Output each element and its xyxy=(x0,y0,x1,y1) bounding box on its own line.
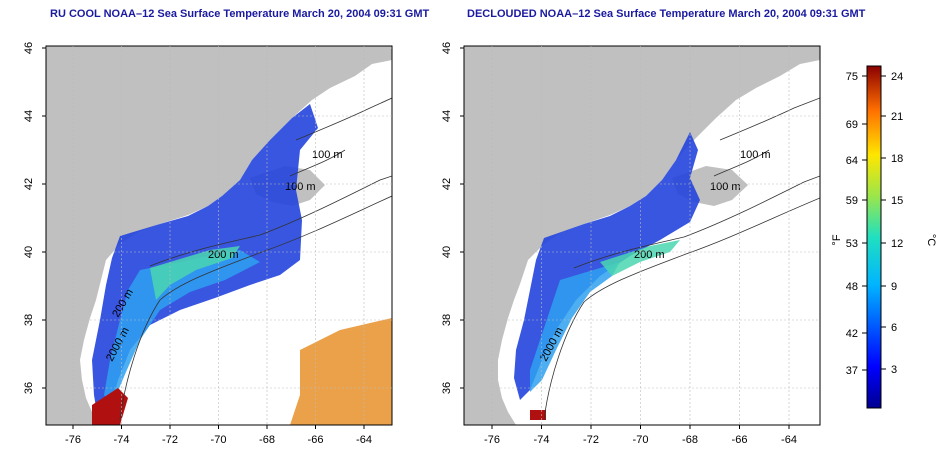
lat-tick-label: 46 xyxy=(23,42,35,54)
c-tick-label: 18 xyxy=(891,153,903,165)
lon-tick-label: -72 xyxy=(162,434,178,446)
c-tick-label: 21 xyxy=(891,111,903,123)
fahrenheit-label: °F xyxy=(831,234,843,245)
lat-tick-label: 44 xyxy=(441,110,453,122)
f-tick-label: 37 xyxy=(846,365,858,377)
lat-tick-label: 42 xyxy=(23,178,35,190)
lon-tick-label: -68 xyxy=(682,434,698,446)
right-map-title: DECLOUDED NOAA–12 Sea Surface Temperatur… xyxy=(467,8,866,20)
depth-label: 100 m xyxy=(312,149,343,161)
depth-label: 100 m xyxy=(740,149,771,161)
lon-tick-label: -68 xyxy=(259,434,275,446)
right-sst-map: 100 m 100 m 200 m 2000 m -76 -74 -72 -70 -68… xyxy=(441,42,821,446)
lon-tick-label: -70 xyxy=(633,434,649,446)
slope-water xyxy=(600,240,680,276)
land xyxy=(46,46,392,425)
f-tick-label: 48 xyxy=(846,281,858,293)
lat-tick-label: 36 xyxy=(23,382,35,394)
lon-tick-label: -64 xyxy=(781,434,797,446)
lat-tick-label: 40 xyxy=(23,246,35,258)
c-tick-label: 9 xyxy=(891,281,897,293)
lon-tick-label: -72 xyxy=(583,434,599,446)
f-tick-label: 42 xyxy=(846,328,858,340)
isobath-contour xyxy=(719,97,820,141)
celsius-label: °C xyxy=(925,234,937,246)
depth-label: 100 m xyxy=(285,181,316,193)
left-sst-map: 100 m 100 m 200 m 2000 m 200 m -76 -74 -72… xyxy=(23,42,393,446)
warm-core xyxy=(92,388,128,425)
warm-core xyxy=(530,410,546,420)
lon-tick-label: -76 xyxy=(65,434,81,446)
f-tick-label: 64 xyxy=(846,155,858,167)
lon-tick-label: -64 xyxy=(356,434,372,446)
isobath-contour xyxy=(543,197,820,421)
colorbar-gradient xyxy=(866,65,882,409)
f-tick-label: 75 xyxy=(846,71,858,83)
lat-tick-label: 46 xyxy=(441,42,453,54)
c-tick-label: 15 xyxy=(891,195,903,207)
depth-label: 200 m xyxy=(634,249,665,261)
left-map-title: RU COOL NOAA–12 Sea Surface Temperature … xyxy=(50,8,430,20)
slope-water xyxy=(150,246,240,300)
f-tick-label: 53 xyxy=(846,238,858,250)
lon-tick-label: -76 xyxy=(484,434,500,446)
lat-tick-label: 38 xyxy=(441,314,453,326)
isobath-contour xyxy=(289,149,346,177)
lat-tick-label: 38 xyxy=(23,314,35,326)
lon-tick-label: -66 xyxy=(308,434,324,446)
map-frame xyxy=(463,45,821,426)
lat-tick-label: 42 xyxy=(441,178,453,190)
shelf-water xyxy=(530,262,620,392)
c-tick-label: 3 xyxy=(891,364,897,376)
lon-tick-label: -74 xyxy=(534,434,550,446)
lat-tick-label: 44 xyxy=(23,110,35,122)
c-tick-label: 12 xyxy=(891,238,903,250)
f-tick-label: 69 xyxy=(846,119,858,131)
lat-tick-label: 36 xyxy=(441,382,453,394)
shelf-water xyxy=(104,250,260,405)
f-tick-label: 59 xyxy=(846,195,858,207)
lon-tick-label: -74 xyxy=(114,434,130,446)
lon-tick-label: -70 xyxy=(211,434,227,446)
land xyxy=(464,46,820,425)
depth-label: 100 m xyxy=(710,181,741,193)
isobath-contour xyxy=(573,175,820,269)
c-tick-label: 24 xyxy=(891,71,903,83)
lat-tick-label: 40 xyxy=(441,246,453,258)
c-tick-label: 6 xyxy=(891,322,897,334)
isobath-contour xyxy=(149,175,392,267)
isobath-contour xyxy=(295,97,392,141)
depth-label: 200 m xyxy=(208,249,239,261)
temperature-colorbar: 75 69 64 59 53 48 42 37 24 21 18 15 12 9 6 3 °F °C xyxy=(831,65,937,409)
isobath-contour xyxy=(713,149,770,177)
lon-tick-label: -66 xyxy=(732,434,748,446)
isobath-contour xyxy=(119,195,392,421)
